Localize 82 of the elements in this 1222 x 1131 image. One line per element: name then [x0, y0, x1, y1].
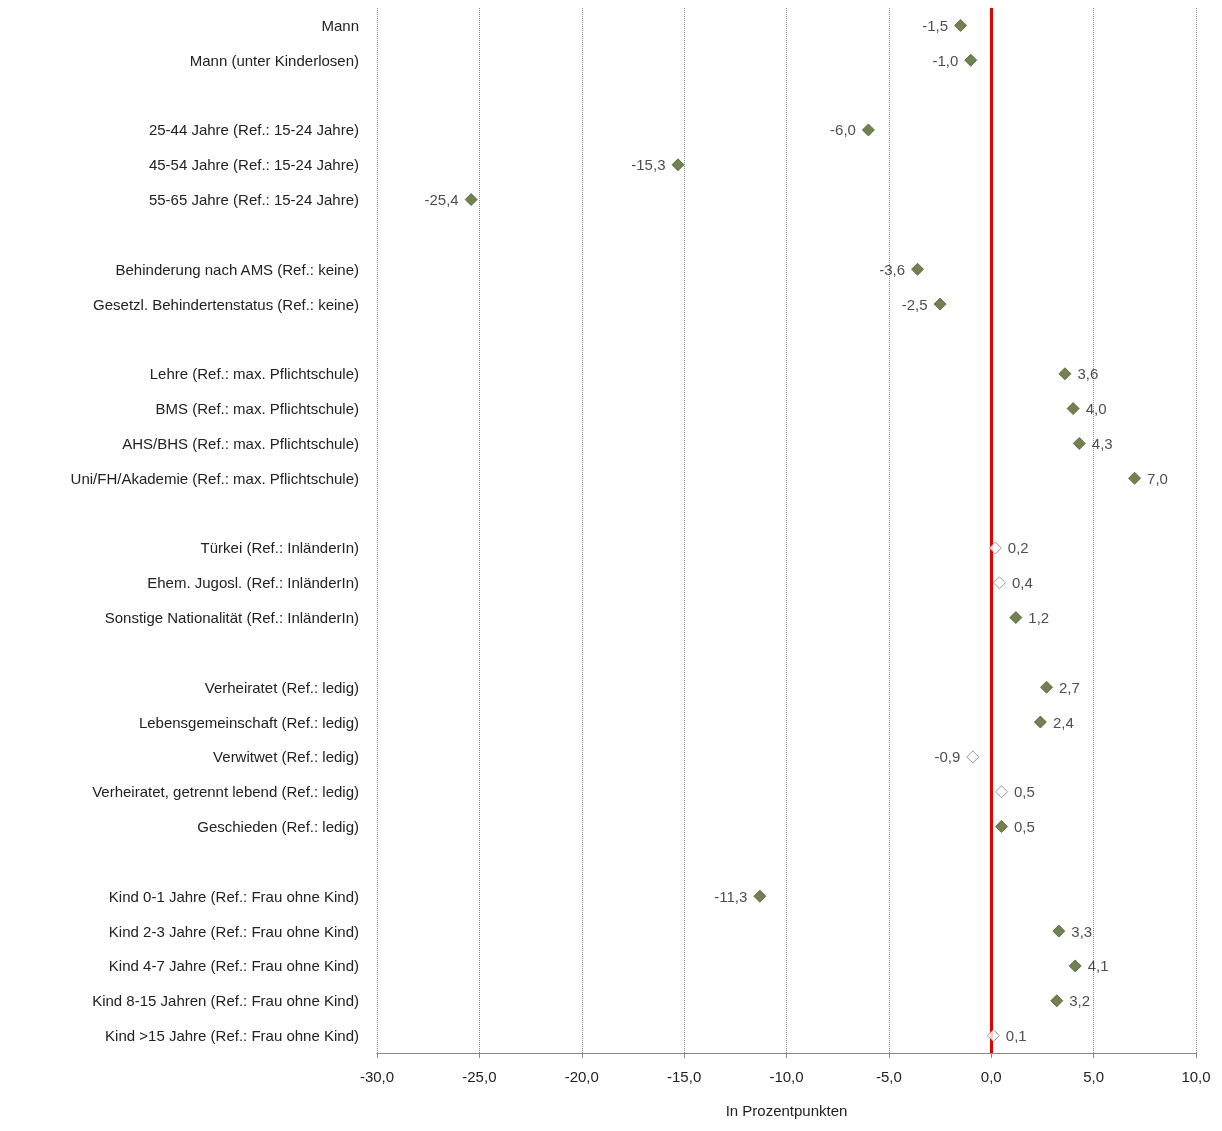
- y-tick-label: Gesetzl. Behindertenstatus (Ref.: keine): [93, 295, 359, 313]
- point: [1128, 471, 1142, 485]
- data-label: 3,6: [1077, 365, 1099, 383]
- point: [1050, 994, 1064, 1008]
- x-tick-label: -25,0: [462, 1068, 497, 1085]
- y-tick-label: BMS (Ref.: max. Pflichtschule): [155, 400, 359, 418]
- point: [992, 576, 1006, 590]
- y-tick-label: Türkei (Ref.: InländerIn): [200, 539, 359, 557]
- y-tick-label: 55-65 Jahre (Ref.: 15-24 Jahre): [148, 191, 359, 209]
- y-tick-label: Lebensgemeinschaft (Ref.: ledig): [138, 713, 359, 731]
- point: [994, 785, 1008, 799]
- y-tick-label: Mann (unter Kinderlosen): [189, 51, 359, 69]
- data-label: -1,5: [922, 16, 949, 34]
- x-tick-label: 0,0: [980, 1068, 1002, 1085]
- y-tick-label: Kind 0-1 Jahre (Ref.: Frau ohne Kind): [108, 887, 359, 905]
- point: [986, 1029, 1000, 1043]
- point: [1052, 924, 1066, 938]
- data-label: 4,3: [1091, 434, 1113, 452]
- y-tick-label: Mann: [321, 16, 359, 34]
- x-tick-label: -30,0: [359, 1068, 395, 1085]
- y-tick-label: Verwitwet (Ref.: ledig): [213, 748, 359, 766]
- y-tick-label: Kind >15 Jahre (Ref.: Frau ohne Kind): [105, 1027, 359, 1045]
- point: [753, 889, 767, 903]
- y-tick-label: Geschieden (Ref.: ledig): [197, 818, 359, 836]
- x-tick-label: -5,0: [875, 1068, 902, 1085]
- data-label: -6,0: [830, 121, 856, 139]
- point: [1040, 680, 1054, 694]
- data-label: 4,0: [1085, 400, 1107, 418]
- data-label: -15,3: [631, 156, 666, 174]
- data-label: -3,6: [879, 260, 906, 278]
- point: [933, 297, 947, 311]
- point: [1066, 402, 1080, 416]
- y-tick-label: 25-44 Jahre (Ref.: 15-24 Jahre): [148, 121, 359, 139]
- data-label: 2,7: [1059, 678, 1080, 696]
- x-axis-title: In Prozentpunkten: [725, 1102, 848, 1119]
- x-tick-label: -10,0: [769, 1068, 804, 1085]
- y-tick-label: AHS/BHS (Ref.: max. Pflichtschule): [122, 434, 359, 452]
- point: [1058, 367, 1072, 381]
- point: [1072, 436, 1086, 450]
- data-label: 0,4: [1011, 574, 1033, 592]
- x-tick-label: 10,0: [1181, 1068, 1211, 1085]
- y-tick-label: Sonstige Nationalität (Ref.: InländerIn): [104, 609, 359, 627]
- point: [994, 820, 1008, 834]
- y-tick-label: Behinderung nach AMS (Ref.: keine): [115, 260, 359, 278]
- point: [988, 541, 1002, 555]
- y-tick-label: Uni/FH/Akademie (Ref.: max. Pflichtschule): [70, 469, 359, 487]
- y-tick-label: Ehem. Jugosl. (Ref.: InländerIn): [147, 574, 359, 592]
- point: [671, 158, 685, 172]
- data-label: 1,2: [1028, 609, 1050, 627]
- x-tick-label: 5,0: [1083, 1068, 1105, 1085]
- data-label: 3,2: [1069, 992, 1091, 1010]
- point: [954, 18, 968, 32]
- y-tick-label: Kind 4-7 Jahre (Ref.: Frau ohne Kind): [108, 957, 359, 975]
- point: [861, 123, 875, 137]
- data-label: -11,3: [714, 887, 748, 905]
- data-label: 0,2: [1007, 539, 1029, 557]
- point: [464, 193, 478, 207]
- point: [1068, 959, 1082, 973]
- point: [1009, 611, 1023, 625]
- y-tick-label: 45-54 Jahre (Ref.: 15-24 Jahre): [148, 156, 359, 174]
- y-tick-label: Kind 2-3 Jahre (Ref.: Frau ohne Kind): [108, 922, 359, 940]
- x-tick-label: -15,0: [667, 1068, 702, 1085]
- data-label: 2,4: [1052, 713, 1074, 731]
- data-label: -0,9: [934, 748, 961, 766]
- data-label: 0,1: [1005, 1027, 1027, 1045]
- data-label: 7,0: [1147, 469, 1168, 487]
- point: [964, 53, 978, 67]
- data-label: -1,0: [932, 51, 959, 69]
- y-tick-label: Lehre (Ref.: max. Pflichtschule): [149, 365, 359, 383]
- y-tick-label: Kind 8-15 Jahren (Ref.: Frau ohne Kind): [92, 992, 359, 1010]
- x-tick-label: -20,0: [564, 1068, 599, 1085]
- data-label: 0,5: [1013, 818, 1035, 836]
- data-label: 4,1: [1087, 957, 1109, 975]
- point: [966, 750, 980, 764]
- point: [911, 262, 925, 276]
- y-tick-label: Verheiratet (Ref.: ledig): [204, 678, 359, 696]
- point: [1033, 715, 1047, 729]
- data-label: -2,5: [901, 295, 928, 313]
- data-label: 0,5: [1013, 783, 1035, 801]
- y-tick-label: Verheiratet, getrennt lebend (Ref.: ledig): [92, 783, 359, 801]
- data-label: 3,3: [1071, 922, 1093, 940]
- data-label: -25,4: [424, 191, 459, 209]
